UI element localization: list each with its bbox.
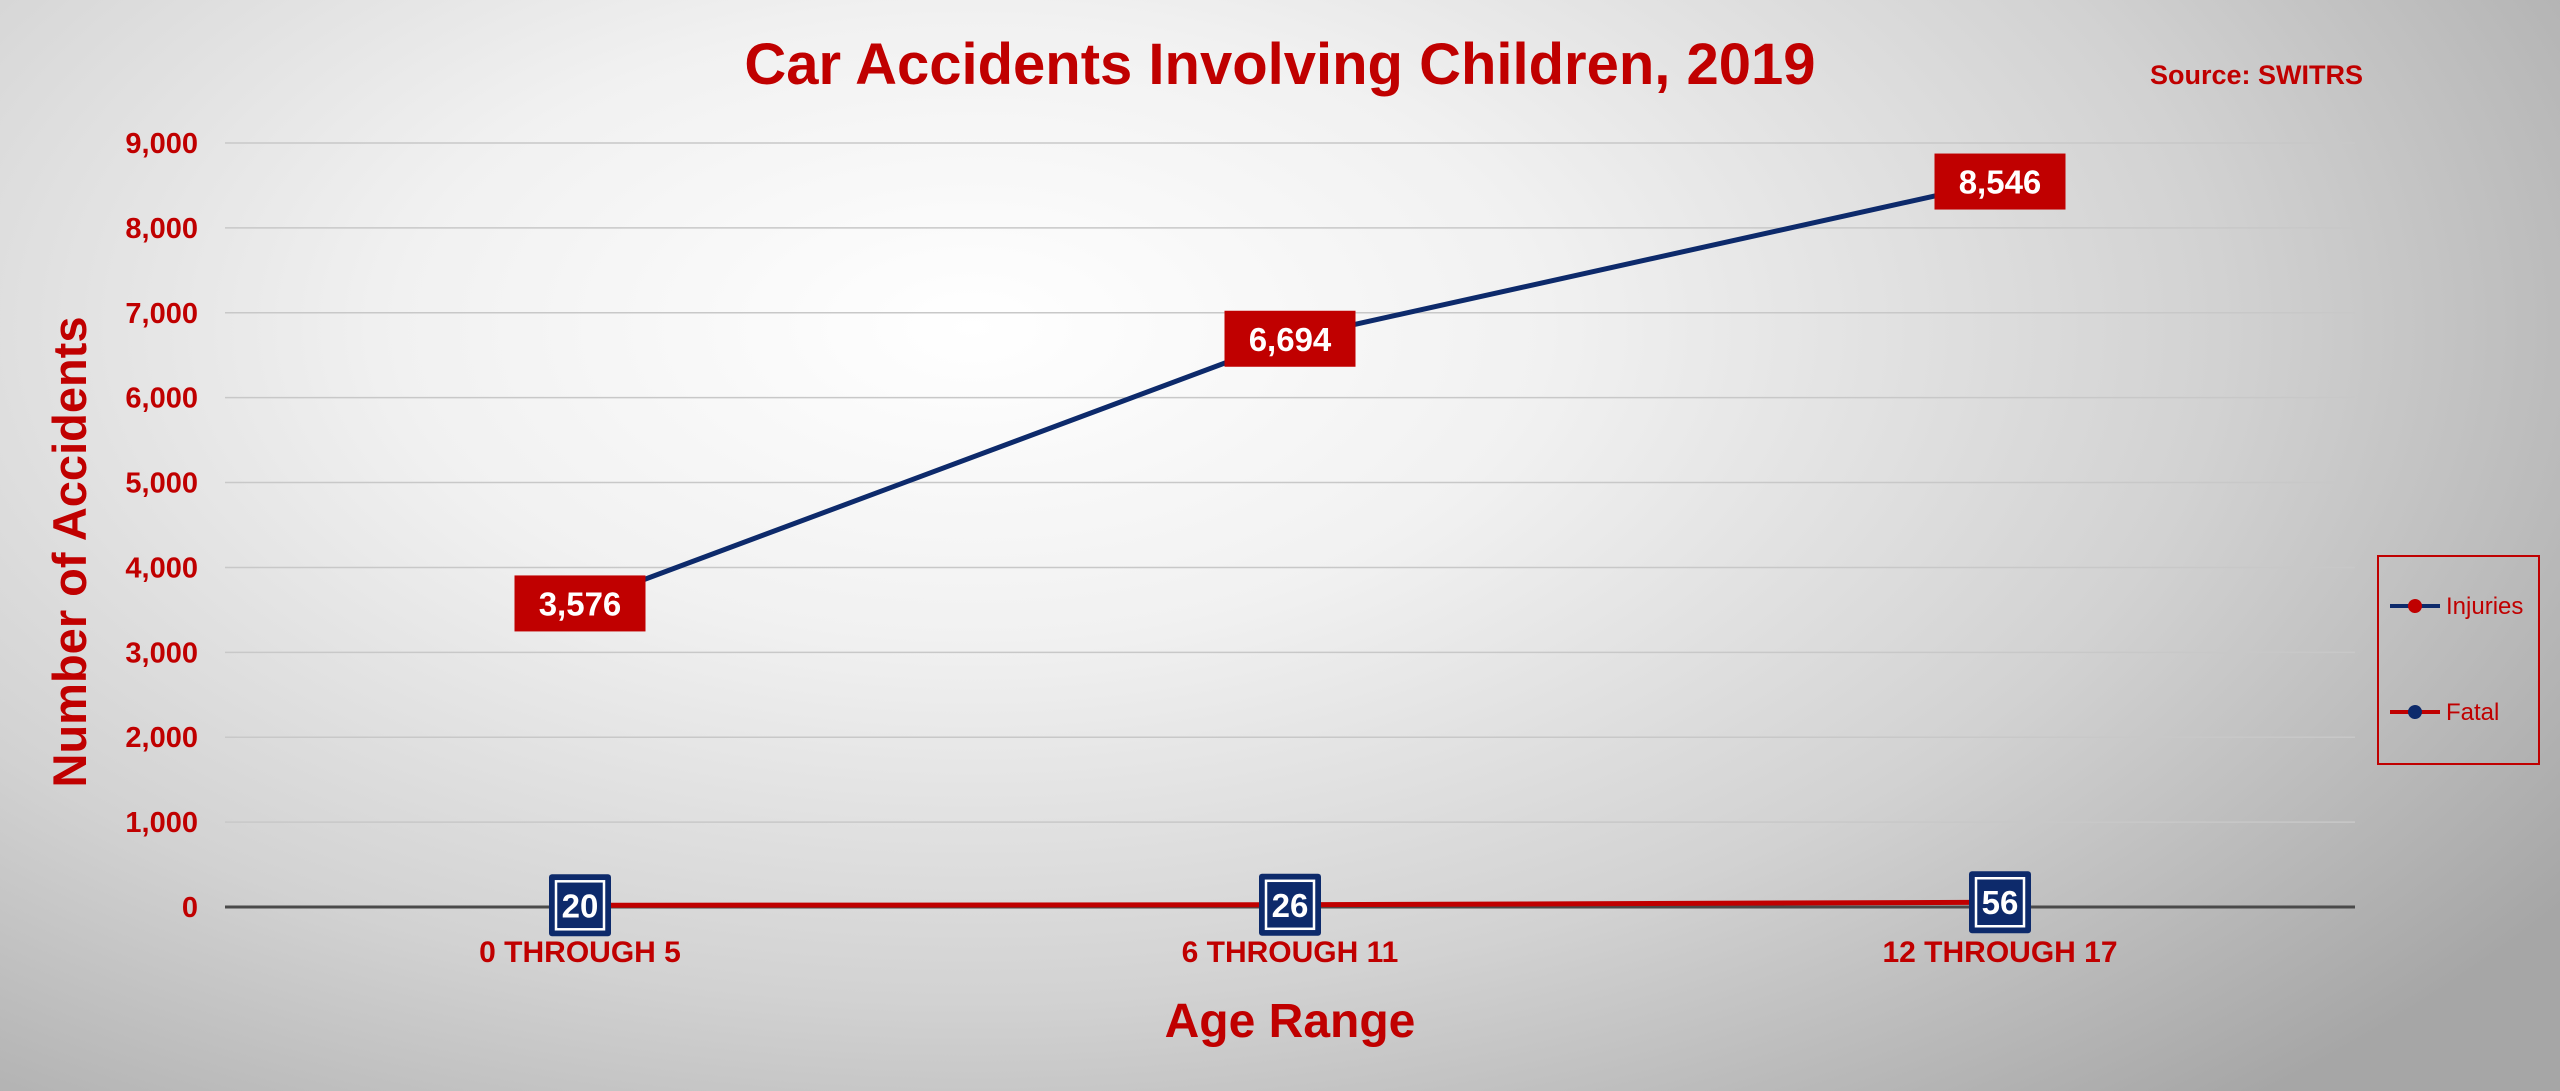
injuries-label-text: 8,546 [1959, 164, 2042, 201]
injuries-label-box [1224, 310, 1356, 367]
y-tick-label: 1,000 [125, 807, 198, 839]
y-tick-label: 6,000 [125, 383, 198, 415]
fatal-label-box [549, 874, 611, 937]
y-axis-title: Number of Accidents [43, 317, 96, 788]
series-lines [570, 171, 2010, 916]
legend: Injuries Fatal [2377, 555, 2540, 765]
x-tick-label: 6 THROUGH 11 [1182, 936, 1399, 969]
fatal-label-box [1259, 873, 1321, 936]
y-tick-label: 4,000 [125, 552, 198, 584]
fatal-data-label: 26 [1259, 873, 1321, 936]
y-tick-label: 0 [182, 892, 198, 924]
legend-swatch-marker [2408, 705, 2422, 719]
legend-box [2377, 555, 2540, 765]
fatal-data-label: 56 [1969, 871, 2031, 934]
fatal-label-inner-border [1974, 876, 2026, 928]
chart-source: Source: SWITRS [2150, 60, 2363, 90]
gridlines [225, 142, 2355, 909]
injuries-series-line [579, 179, 2001, 606]
fatal-label-box [1969, 871, 2031, 934]
x-tick-label: 12 THROUGH 17 [1882, 936, 2117, 969]
injuries-data-label: 3,576 [514, 575, 646, 632]
fatal-label-text: 20 [562, 887, 599, 924]
injuries-label-box [1934, 153, 2066, 210]
x-axis-title: Age Range [1165, 995, 1416, 1048]
y-tick-label: 2,000 [125, 722, 198, 754]
injuries-label-box [514, 575, 646, 632]
x-axis-ticks: 0 THROUGH 5 6 THROUGH 11 12 THROUGH 17 [479, 936, 2117, 969]
y-tick-label: 8,000 [125, 213, 198, 245]
injuries-label-text: 3,576 [539, 585, 622, 622]
legend-label: Fatal [2446, 699, 2499, 726]
fatal-label-text: 56 [1982, 884, 2019, 921]
chart-title: Car Accidents Involving Children, 2019 [744, 32, 1815, 97]
fatal-label-inner-border [1264, 879, 1316, 931]
fatal-label-inner-border [554, 880, 606, 931]
y-tick-label: 3,000 [125, 637, 198, 669]
y-tick-label: 9,000 [125, 128, 198, 160]
legend-item-injuries: Injuries [2390, 593, 2523, 620]
y-tick-label: 5,000 [125, 468, 198, 500]
legend-items: Injuries Fatal [2390, 593, 2523, 726]
injuries-label-text: 6,694 [1249, 321, 1332, 358]
legend-swatch-marker [2408, 599, 2422, 613]
legend-label: Injuries [2446, 593, 2523, 620]
y-axis-ticks: 0 1,000 2,000 3,000 4,000 5,000 6,000 7,000 8,00… [125, 128, 198, 924]
injuries-data-label: 6,694 [1224, 310, 1356, 367]
x-tick-label: 0 THROUGH 5 [479, 936, 681, 969]
injuries-data-label: 8,546 [1934, 153, 2066, 210]
y-tick-label: 7,000 [125, 298, 198, 330]
fatal-label-text: 26 [1272, 887, 1309, 924]
data-labels: 3,576 6,694 8,546 20 26 56 [514, 153, 2066, 937]
legend-item-fatal: Fatal [2390, 699, 2499, 726]
fatal-data-label: 20 [549, 874, 611, 937]
